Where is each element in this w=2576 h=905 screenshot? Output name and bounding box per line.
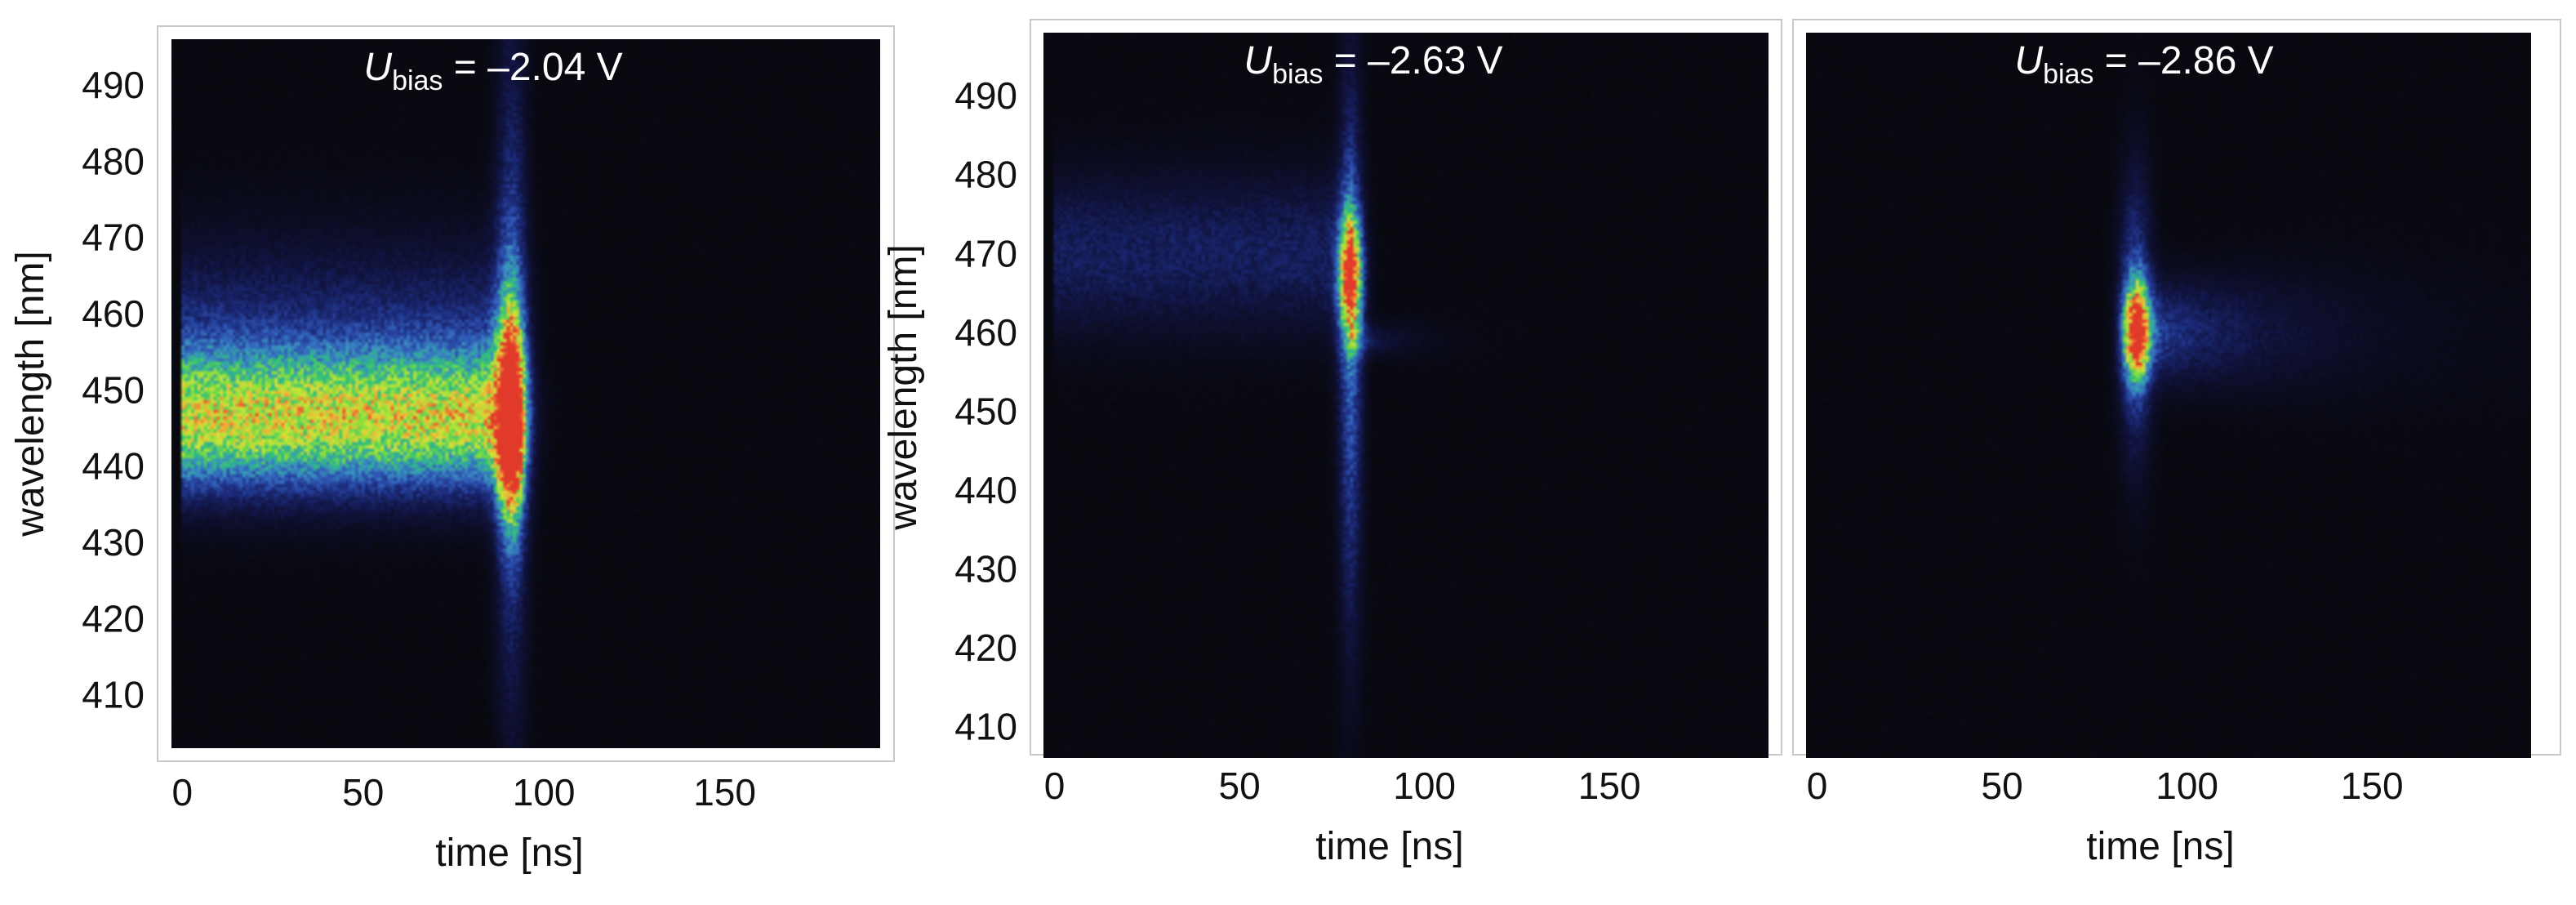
x-tick-label: 0 [1044, 765, 1066, 807]
y-tick-label: 470 [954, 232, 1017, 274]
y-tick-label: 420 [82, 597, 145, 640]
panel-title: Ubias = –2.86 V [2014, 39, 2273, 90]
x-tick-label: 100 [513, 771, 576, 814]
chart-panel-1: 0 50 100 150 time [ns] 410 420 430 440 450 460 470 4… [9, 25, 895, 875]
x-tick-label: 150 [1578, 765, 1641, 807]
y-tick-label: 490 [82, 64, 145, 106]
x-axis-label: time [ns] [1315, 825, 1463, 868]
y-tick-label: 440 [954, 469, 1017, 511]
x-axis-label: time [ns] [435, 831, 583, 875]
heatmap-image [1043, 33, 1768, 758]
y-tick-label: 480 [954, 154, 1017, 196]
y-tick-label: 430 [954, 547, 1017, 590]
panel-title: Ubias = –2.04 V [363, 46, 622, 96]
chart-panel-2: 0 50 100 150 time [ns] 410 420 430 440 450 460 470 4… [882, 19, 1782, 868]
x-tick-label: 0 [1807, 765, 1828, 807]
x-tick-label: 50 [1982, 765, 2023, 807]
y-tick-label: 480 [82, 140, 145, 182]
y-axis-label: wavelength [nm] [882, 244, 925, 531]
x-tick-label: 50 [342, 771, 384, 814]
panel-title: Ubias = –2.63 V [1244, 39, 1502, 90]
x-tick-label: 50 [1219, 765, 1261, 807]
chart-panel-3: 0 50 100 150 time [ns] Ubias = –2.86 V [1792, 19, 2561, 868]
y-tick-label: 450 [82, 368, 145, 411]
y-tick-label: 490 [954, 74, 1017, 117]
y-tick-label: 460 [82, 292, 145, 335]
x-tick-label: 0 [171, 771, 193, 814]
x-tick-label: 150 [2341, 765, 2404, 807]
y-tick-label: 460 [954, 311, 1017, 354]
y-tick-label: 430 [82, 521, 145, 564]
x-tick-label: 100 [1393, 765, 1456, 807]
y-tick-label: 470 [82, 216, 145, 259]
y-tick-label: 450 [954, 390, 1017, 432]
y-tick-label: 410 [82, 674, 145, 716]
y-tick-label: 420 [954, 626, 1017, 669]
x-tick-label: 100 [2156, 765, 2218, 807]
y-axis-label: wavelength [nm] [9, 251, 52, 537]
y-tick-label: 440 [82, 445, 145, 488]
x-axis-label: time [ns] [2086, 825, 2234, 868]
x-tick-label: 150 [693, 771, 756, 814]
heatmap-image [1806, 33, 2531, 758]
y-tick-label: 410 [954, 705, 1017, 747]
heatmap-image [171, 39, 880, 748]
